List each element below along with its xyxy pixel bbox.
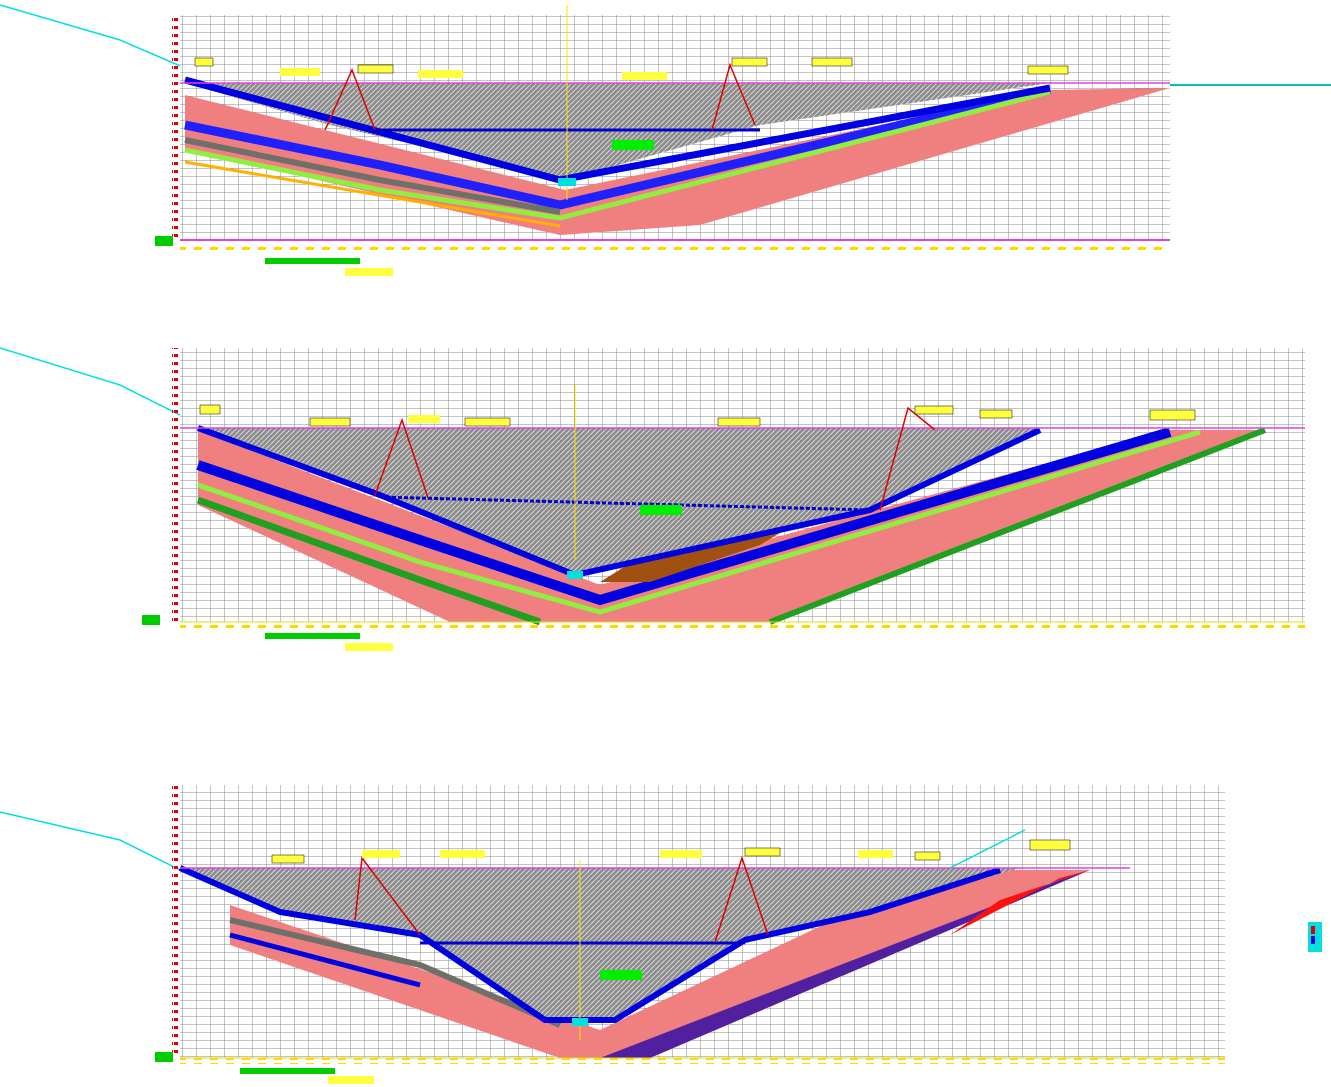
scale-ticks xyxy=(180,622,1305,628)
scale-label xyxy=(345,643,393,651)
legend-swatch xyxy=(1311,926,1315,934)
section-1 xyxy=(0,5,1331,276)
label-box xyxy=(980,410,1012,418)
terrain-line xyxy=(0,5,185,68)
label-box xyxy=(408,415,440,423)
label-box xyxy=(310,418,350,426)
label-box xyxy=(718,418,760,426)
note-box xyxy=(612,140,654,150)
terrain-line xyxy=(0,812,180,870)
label-box xyxy=(660,850,702,858)
label-box xyxy=(812,58,852,66)
cad-drawing xyxy=(0,0,1331,1087)
label-box xyxy=(1030,840,1070,850)
label-box xyxy=(195,58,213,66)
label-box xyxy=(1028,66,1068,74)
label-box xyxy=(915,406,953,414)
legend-swatch xyxy=(1311,936,1315,944)
label-box xyxy=(362,850,400,858)
legend-icon xyxy=(155,236,173,246)
label-box xyxy=(440,850,485,858)
axis-ticks xyxy=(172,15,178,240)
label-box xyxy=(200,405,220,414)
scale-label xyxy=(345,268,393,276)
label-box xyxy=(418,70,463,78)
pump xyxy=(572,1018,588,1026)
scale-bar xyxy=(240,1068,335,1074)
legend-icon xyxy=(142,615,160,625)
note-box xyxy=(600,970,642,980)
page xyxy=(0,0,1331,1087)
label-box xyxy=(280,68,320,76)
scale-label xyxy=(328,1076,374,1084)
terrain-line xyxy=(0,348,190,420)
label-box xyxy=(745,848,780,856)
label-box xyxy=(272,855,304,863)
label-box xyxy=(465,418,510,426)
label-box xyxy=(1150,410,1195,420)
scale-bar xyxy=(265,633,360,639)
side-legend xyxy=(1308,922,1322,952)
label-box xyxy=(858,850,893,858)
label-box xyxy=(915,852,940,860)
axis-ticks xyxy=(172,785,178,1058)
legend-icon xyxy=(155,1052,173,1062)
scale-bar xyxy=(265,258,360,264)
section-3 xyxy=(0,785,1225,1084)
scale-ticks xyxy=(180,1058,1225,1064)
section-2 xyxy=(0,348,1305,651)
label-box xyxy=(732,58,767,66)
pump xyxy=(567,571,583,579)
label-box xyxy=(622,72,667,80)
pump xyxy=(558,178,576,186)
axis-ticks xyxy=(172,348,178,622)
label-box xyxy=(358,65,393,73)
scale-ticks xyxy=(180,244,1170,250)
note-box xyxy=(640,505,682,515)
